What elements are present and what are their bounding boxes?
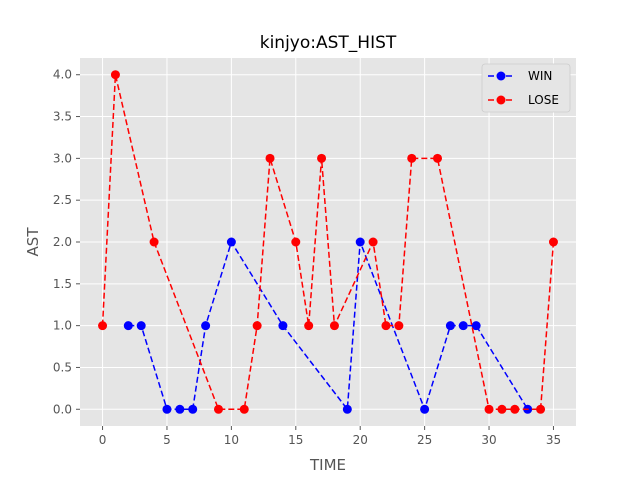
- chart-title: kinjyo:AST_HIST: [260, 33, 397, 53]
- y-tick-label: 1.0: [53, 319, 72, 333]
- y-tick-label: 4.0: [53, 68, 72, 82]
- y-tick-label: 3.5: [53, 110, 72, 124]
- data-point-lose: [265, 153, 275, 163]
- data-point-lose: [394, 321, 404, 331]
- data-point-win: [123, 321, 133, 331]
- y-tick-label: 0.0: [53, 402, 72, 416]
- y-tick-label: 2.5: [53, 193, 72, 207]
- data-point-lose: [149, 237, 159, 247]
- series-layer: [98, 70, 558, 414]
- series-win: [123, 237, 533, 414]
- y-tick-label: 1.5: [53, 277, 72, 291]
- x-tick-label: 20: [353, 433, 368, 447]
- x-tick-label: 25: [417, 433, 432, 447]
- legend-label-lose: LOSE: [528, 93, 559, 107]
- data-point-lose: [98, 321, 108, 331]
- y-tick-label: 2.0: [53, 235, 72, 249]
- data-point-lose: [110, 70, 120, 80]
- legend: WIN LOSE: [481, 63, 571, 113]
- data-point-lose: [536, 404, 546, 414]
- data-point-win: [136, 321, 146, 331]
- series-lose: [98, 70, 558, 414]
- x-tick-label: 15: [288, 433, 303, 447]
- data-point-lose: [548, 237, 558, 247]
- legend-marker-lose: [496, 95, 506, 105]
- legend-marker-win: [496, 71, 506, 81]
- x-tick-label: 0: [99, 433, 107, 447]
- y-axis-label: AST: [24, 227, 42, 257]
- data-point-lose: [381, 321, 391, 331]
- x-tick-label: 10: [224, 433, 239, 447]
- data-point-lose: [252, 321, 262, 331]
- data-point-win: [162, 404, 172, 414]
- data-point-win: [420, 404, 430, 414]
- data-point-lose: [433, 153, 443, 163]
- data-point-lose: [317, 153, 327, 163]
- x-axis-label: TIME: [309, 456, 346, 474]
- data-point-lose: [510, 404, 520, 414]
- data-point-lose: [407, 153, 417, 163]
- data-point-lose: [304, 321, 314, 331]
- data-point-lose: [329, 321, 339, 331]
- y-axis: 0.0 0.5 1.0 1.5 2.0 2.5 3.0 3.5 4.0: [53, 68, 80, 416]
- data-point-lose: [213, 404, 223, 414]
- data-point-win: [445, 321, 455, 331]
- data-point-win: [342, 404, 352, 414]
- legend-label-win: WIN: [528, 69, 552, 83]
- y-tick-label: 0.5: [53, 360, 72, 374]
- data-point-lose: [484, 404, 494, 414]
- data-point-win: [188, 404, 198, 414]
- y-tick-label: 3.0: [53, 151, 72, 165]
- data-point-win: [471, 321, 481, 331]
- data-point-win: [458, 321, 468, 331]
- x-tick-label: 30: [481, 433, 496, 447]
- data-point-lose: [497, 404, 507, 414]
- x-tick-label: 5: [163, 433, 171, 447]
- data-point-win: [226, 237, 236, 247]
- data-point-lose: [239, 404, 249, 414]
- data-point-win: [201, 321, 211, 331]
- data-point-win: [175, 404, 185, 414]
- x-axis: 0 5 10 15 20 25 30 35: [99, 426, 561, 447]
- data-point-lose: [368, 237, 378, 247]
- data-point-win: [355, 237, 365, 247]
- data-point-lose: [291, 237, 301, 247]
- x-tick-label: 35: [546, 433, 561, 447]
- data-point-win: [278, 321, 288, 331]
